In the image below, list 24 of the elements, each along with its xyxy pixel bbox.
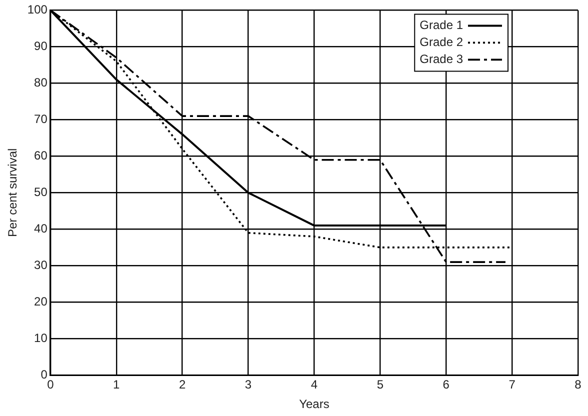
x-tick-label: 1 (113, 378, 120, 392)
y-tick-label: 0 (40, 368, 48, 382)
legend-label: Grade 1 (420, 18, 464, 32)
x-tick-label: 5 (376, 378, 384, 392)
y-axis-title: Per cent survival (6, 148, 20, 238)
y-tick-label: 30 (34, 258, 48, 272)
x-tick-label: 6 (442, 378, 450, 392)
y-tick-label: 60 (34, 148, 48, 163)
legend-label: Grade 3 (420, 52, 464, 66)
y-tick-label: 80 (34, 76, 48, 90)
y-tick-label: 20 (34, 294, 48, 309)
x-tick-label: 8 (574, 378, 582, 392)
x-tick-label: 3 (244, 378, 252, 392)
y-tick-label: 70 (34, 112, 48, 126)
x-tick-label: 4 (310, 378, 318, 392)
y-tick-label: 90 (34, 39, 48, 54)
y-tick-label: 10 (34, 331, 48, 346)
legend-label: Grade 2 (420, 35, 464, 50)
x-tick-label: 7 (508, 378, 516, 392)
x-tick-label: 2 (178, 378, 186, 392)
y-tick-label: 50 (34, 185, 48, 200)
y-tick-label: 100 (27, 2, 48, 17)
y-tick-label: 40 (34, 222, 48, 236)
x-axis-title: Years (299, 397, 330, 412)
